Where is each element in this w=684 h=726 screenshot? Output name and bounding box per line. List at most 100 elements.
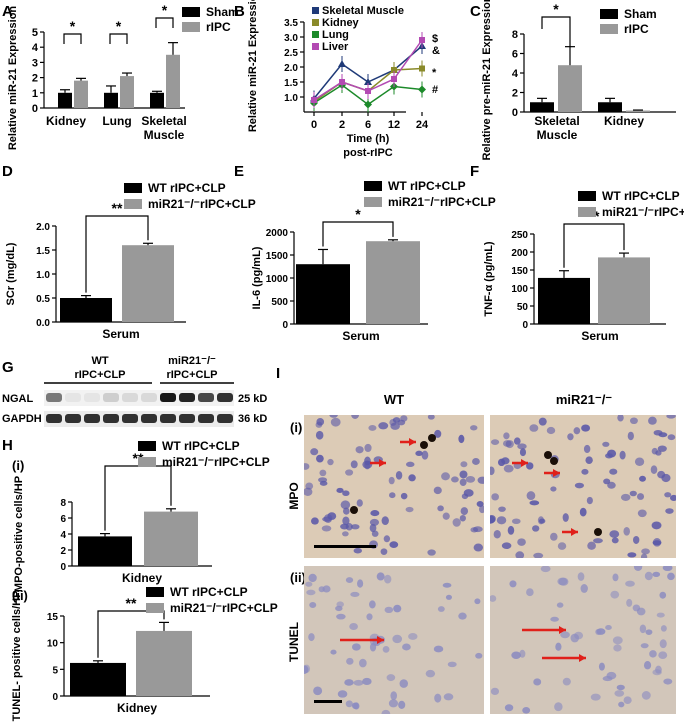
nucleus: [388, 476, 395, 485]
nucleus: [441, 472, 450, 481]
nucleus: [550, 532, 558, 541]
panel-c-group-label: Skeletal: [534, 114, 579, 128]
nucleus: [459, 478, 467, 487]
panel-h-i-bar-wt: [78, 536, 132, 566]
nucleus: [612, 636, 623, 645]
nucleus: [529, 500, 540, 506]
nucleus: [408, 474, 416, 482]
nucleus: [345, 469, 354, 476]
panel-a-bracket-kidney: [63, 33, 82, 44]
panel-d-legend-swatch: [124, 199, 142, 209]
panel-h-ii-legend-label: miR21⁻/⁻rIPC+CLP: [170, 601, 278, 615]
panel-e-bracket: [322, 221, 394, 247]
panel-d-ylabel: SCr (mg/dL): [5, 242, 17, 305]
nucleus: [610, 590, 620, 599]
panel-h-ii-xlabel: Kidney: [117, 701, 157, 715]
nucleus: [498, 506, 506, 512]
nucleus: [504, 704, 514, 712]
panel-g-gapdh-band: [122, 414, 138, 423]
panel-d-y-tick-label: 0.0: [36, 318, 50, 329]
nucleus: [611, 537, 619, 544]
panel-g-ngal-band: [65, 393, 81, 402]
nucleus: [659, 591, 667, 599]
nucleus: [350, 524, 360, 530]
panel-a-legend-swatch: [182, 7, 200, 17]
nucleus: [369, 600, 376, 609]
panel-g-gapdh-band: [84, 414, 100, 423]
panel-b-point: [419, 37, 425, 43]
nucleus: [473, 543, 484, 552]
panel-f-bracket: [563, 223, 625, 268]
panel-f-bar-wt: [538, 277, 590, 324]
nucleus: [447, 661, 457, 668]
nucleus: [342, 531, 349, 537]
nucleus: [626, 598, 633, 607]
panel-e-y-tick-label: 1000: [266, 274, 289, 285]
nucleus: [596, 628, 606, 635]
nucleus: [415, 450, 423, 456]
panel-b-ylabel: Relative miR-21 Expression: [247, 0, 259, 132]
nucleus: [342, 507, 350, 515]
nucleus: [390, 691, 398, 701]
panel-c-bar-ripc: [558, 65, 582, 112]
nucleus: [613, 644, 622, 652]
nucleus: [501, 542, 512, 549]
nucleus: [344, 679, 354, 686]
nucleus: [602, 441, 610, 447]
panel-f-legend-label: miR21⁻/⁻rIPC+CLP: [602, 205, 684, 219]
panel-d-xlabel: Serum: [102, 327, 139, 341]
nucleus: [581, 468, 589, 475]
nucleus: [581, 424, 591, 432]
panel-a-legend-swatch: [182, 22, 200, 32]
panel-a-letter: A: [2, 3, 13, 20]
nucleus: [304, 664, 311, 674]
nucleus: [609, 468, 618, 475]
panel-h-i-sub: (i): [12, 458, 24, 473]
red-arrow-head: [379, 459, 386, 467]
nucleus: [556, 602, 564, 608]
panel-b-y-tick-label: 3.0: [284, 33, 298, 44]
nucleus: [579, 507, 587, 517]
nucleus: [580, 584, 588, 593]
panel-d-legend-label: miR21⁻/⁻rIPC+CLP: [148, 197, 256, 211]
panel-a-group-label: Skeletal: [141, 114, 186, 128]
nucleus: [562, 677, 571, 686]
nucleus: [629, 490, 637, 497]
nucleus: [522, 707, 531, 714]
nucleus: [316, 454, 324, 463]
panel-d-y-tick-label: 2.0: [36, 222, 50, 233]
panel-c-legend-label: rIPC: [624, 22, 649, 36]
nucleus: [515, 551, 525, 558]
panel-a-bracket-kidney-sig: *: [70, 18, 76, 34]
panel-d-bar-wt: [60, 298, 112, 322]
panel-g-size-label: 25 kD: [238, 393, 267, 405]
nucleus: [627, 552, 637, 558]
nucleus: [319, 469, 327, 477]
panel-d-letter: D: [2, 163, 13, 180]
nucleus: [304, 463, 310, 470]
nucleus: [627, 431, 634, 441]
panel-a-group-label: Kidney: [46, 114, 86, 128]
panel-c-bar-ripc: [626, 110, 650, 112]
panel-e-legend-swatch: [364, 181, 382, 191]
nucleus: [395, 470, 403, 480]
panel-g-gapdh-band: [103, 414, 119, 423]
nucleus: [632, 535, 640, 544]
nucleus: [648, 416, 657, 425]
nucleus: [442, 512, 450, 520]
nucleus: [513, 437, 521, 445]
panel-g-gapdh-band: [217, 414, 233, 423]
panel-c-y-tick-label: 6: [512, 49, 518, 61]
panel-h-i-xlabel: Kidney: [122, 571, 162, 585]
nucleus: [336, 613, 346, 620]
panel-g-ngal-band: [122, 393, 138, 402]
nucleus: [346, 657, 354, 665]
nucleus: [330, 417, 341, 427]
nucleus: [507, 525, 515, 535]
panel-g-group-label: WT: [91, 355, 108, 367]
nucleus: [473, 526, 483, 533]
panel-e-y-tick-label: 500: [271, 297, 288, 308]
nucleus: [321, 525, 332, 532]
nucleus: [353, 679, 364, 686]
panel-i-sub: (i): [290, 420, 302, 435]
